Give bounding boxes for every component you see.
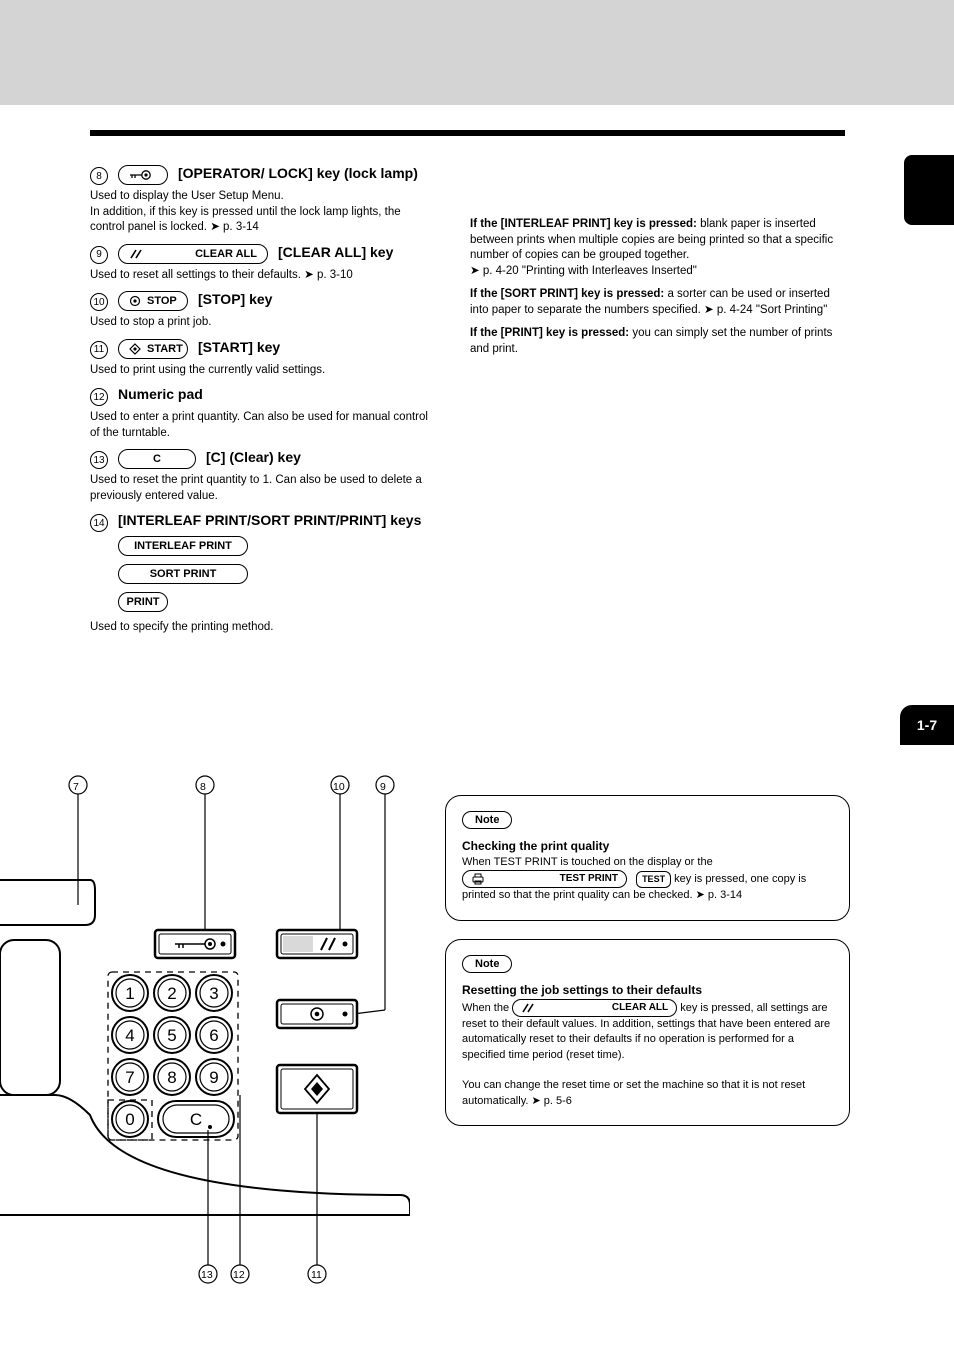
key-desc: Used to reset all settings to their defa… — [90, 268, 430, 284]
test-print-key: TEST PRINT — [462, 870, 627, 888]
key-desc: Used to specify the printing method. — [90, 620, 430, 636]
callout-number: 10 — [90, 293, 108, 311]
key-desc: Used to print using the currently valid … — [90, 363, 430, 379]
callout: 7 — [73, 781, 79, 793]
svg-text:5: 5 — [167, 1026, 176, 1045]
callout-number: 11 — [90, 341, 108, 359]
printer-icon — [471, 873, 485, 885]
note-box: Note Resetting the job settings to their… — [445, 939, 850, 1126]
c-key: C — [118, 449, 196, 469]
slash-icon — [129, 248, 143, 260]
callout: 9 — [380, 781, 386, 793]
note-title: Resetting the job settings to their defa… — [462, 983, 833, 997]
paragraph: If the [INTERLEAF PRINT] key is pressed:… — [470, 217, 845, 279]
note-title: Checking the print quality — [462, 839, 833, 853]
callout-number: 8 — [90, 167, 108, 185]
svg-text:7: 7 — [125, 1068, 134, 1087]
note-box: Note Checking the print quality When TES… — [445, 795, 850, 921]
paragraph: If the [PRINT] key is pressed: you can s… — [470, 326, 845, 357]
paragraph: If the [SORT PRINT] key is pressed: a so… — [470, 287, 845, 318]
callout: 13 — [201, 1269, 213, 1281]
note-text: When TEST PRINT is touched on the displa… — [462, 855, 833, 904]
test-key-chip: TEST — [636, 871, 671, 888]
key-icon — [129, 169, 151, 181]
callout: 10 — [333, 781, 345, 793]
svg-text:6: 6 — [209, 1026, 218, 1045]
main-content: 8 [OPERATOR/ LOCK] key (lock lamp) Used … — [90, 165, 845, 644]
callout: 8 — [200, 781, 206, 793]
svg-text:2: 2 — [167, 984, 176, 1003]
side-thumb-tab — [904, 155, 954, 225]
clear-all-key: CLEAR ALL — [118, 244, 268, 264]
callout-number: 14 — [90, 514, 108, 532]
svg-text:0: 0 — [125, 1110, 134, 1129]
svg-text:1: 1 — [125, 984, 134, 1003]
clear-all-key-inline: CLEAR ALL — [512, 999, 677, 1017]
key-desc: Used to enter a print quantity. Can also… — [90, 410, 430, 441]
key-title: [OPERATOR/ LOCK] key (lock lamp) — [178, 165, 418, 181]
callout-number: 9 — [90, 246, 108, 264]
stop-icon — [129, 295, 141, 307]
key-title: [C] (Clear) key — [206, 449, 301, 465]
interleaf-print-key: INTERLEAF PRINT — [118, 536, 248, 556]
stop-key: STOP — [118, 291, 188, 311]
control-panel-illustration: 1 2 3 4 5 6 7 8 9 0 C — [0, 775, 410, 1305]
section-rule — [90, 130, 845, 136]
key-desc: Used to reset the print quantity to 1. C… — [90, 473, 430, 504]
callout: 11 — [311, 1269, 322, 1281]
slash-icon — [521, 1002, 535, 1014]
svg-text:8: 8 — [167, 1068, 176, 1087]
callout-number: 13 — [90, 451, 108, 469]
diamond-icon — [129, 343, 141, 355]
note-head: Note — [462, 955, 512, 973]
svg-text:C: C — [190, 1110, 202, 1129]
sort-print-key: SORT PRINT — [118, 564, 248, 584]
svg-text:4: 4 — [125, 1026, 134, 1045]
svg-text:3: 3 — [209, 984, 218, 1003]
callout-number: 12 — [90, 388, 108, 406]
note-text: When the CLEAR ALL key is pressed, all s… — [462, 999, 833, 1109]
key-title: [INTERLEAF PRINT/SORT PRINT/PRINT] keys — [118, 512, 421, 528]
operator-lock-key — [118, 165, 168, 185]
key-title: [START] key — [198, 339, 280, 355]
key-title: Numeric pad — [118, 386, 203, 402]
left-column: 8 [OPERATOR/ LOCK] key (lock lamp) Used … — [90, 165, 430, 644]
right-column: If the [INTERLEAF PRINT] key is pressed:… — [470, 165, 845, 644]
page-number: 1-7 — [900, 705, 954, 745]
svg-text:9: 9 — [209, 1068, 218, 1087]
notes-column: Note Checking the print quality When TES… — [445, 795, 850, 1144]
key-title: [CLEAR ALL] key — [278, 244, 393, 260]
callout: 12 — [233, 1269, 245, 1281]
note-head: Note — [462, 811, 512, 829]
key-desc: Used to stop a print job. — [90, 315, 430, 331]
key-desc: Used to display the User Setup Menu. In … — [90, 189, 430, 236]
print-key: PRINT — [118, 592, 168, 612]
start-key: START — [118, 339, 188, 359]
key-title: [STOP] key — [198, 291, 272, 307]
header-gray-band — [0, 0, 954, 105]
